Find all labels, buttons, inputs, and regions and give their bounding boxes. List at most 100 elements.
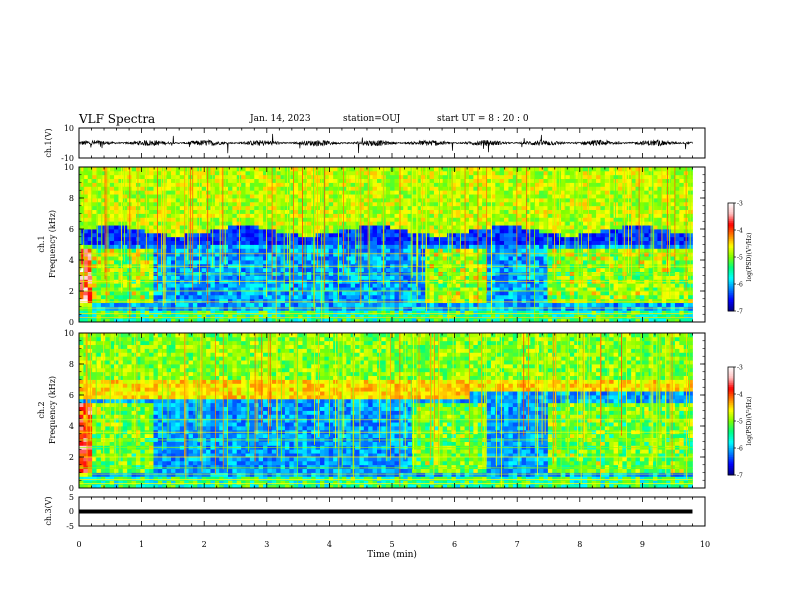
spectrogram-cell bbox=[582, 167, 588, 172]
spectrogram-cell bbox=[276, 244, 281, 249]
spectrogram-cell bbox=[324, 306, 330, 311]
spectrogram-cell bbox=[227, 314, 233, 319]
spectrogram-cell bbox=[122, 240, 128, 245]
spectrogram-cell bbox=[280, 178, 286, 183]
spectrogram-cell bbox=[184, 302, 189, 307]
spectrogram-cell bbox=[407, 209, 413, 214]
spectrogram-cell bbox=[92, 248, 97, 253]
spectrogram-cell bbox=[219, 217, 224, 222]
spectrogram-cell bbox=[219, 174, 224, 180]
spectrogram-cell bbox=[245, 232, 251, 238]
spectrogram-cell bbox=[556, 291, 562, 296]
spectrogram-cell bbox=[298, 298, 303, 304]
spectrogram-cell bbox=[447, 174, 452, 180]
spectrogram-cell bbox=[403, 260, 409, 265]
spectrogram-cell bbox=[460, 248, 466, 253]
spectrogram-cell bbox=[245, 198, 251, 203]
spectrogram-cell bbox=[363, 298, 369, 304]
spectrogram-cell bbox=[438, 267, 444, 273]
spectrogram-cell bbox=[504, 190, 509, 195]
spectrogram-cell bbox=[574, 318, 579, 322]
spectrogram-cell bbox=[530, 178, 536, 183]
spectrogram-cell bbox=[197, 294, 203, 300]
spectrogram-cell bbox=[368, 190, 373, 195]
spectrogram-cell bbox=[144, 217, 150, 222]
spectrogram-cell bbox=[433, 213, 439, 218]
spectrogram-cell bbox=[442, 314, 448, 319]
spectrogram-cell bbox=[109, 170, 115, 176]
spectrogram-cell bbox=[328, 260, 334, 265]
spectrogram-cell bbox=[420, 314, 426, 319]
spectrogram-cell bbox=[394, 170, 400, 176]
spectrogram-cell bbox=[271, 306, 277, 311]
spectrogram-cell bbox=[355, 213, 360, 218]
spectrogram-cell bbox=[504, 302, 509, 307]
spectrogram-cell bbox=[464, 256, 470, 261]
spectrogram-cell bbox=[188, 190, 194, 195]
spectrogram-cell bbox=[412, 240, 417, 245]
spectrogram-cell bbox=[429, 240, 435, 245]
spectrogram-cell bbox=[201, 170, 207, 176]
spectrogram-cell bbox=[604, 229, 610, 234]
spectrogram-cell bbox=[372, 318, 378, 322]
spectrogram-cell bbox=[416, 217, 422, 222]
spectrogram-cell bbox=[385, 236, 391, 242]
spectrogram-cell bbox=[179, 283, 185, 288]
spectrogram-cell bbox=[333, 306, 338, 311]
spectrogram-cell bbox=[122, 260, 128, 265]
spectrogram-cell bbox=[355, 267, 360, 273]
spectrogram-cell bbox=[473, 232, 479, 238]
spectrogram-cell bbox=[153, 225, 159, 230]
spectrogram-cell bbox=[236, 221, 242, 226]
spectrogram-cell bbox=[92, 240, 97, 245]
spectrogram-cell bbox=[92, 287, 97, 292]
spectrogram-cell bbox=[460, 252, 466, 257]
spectrogram-cell bbox=[135, 221, 141, 226]
spectrogram-cell bbox=[578, 229, 584, 234]
spectrogram-cell bbox=[337, 170, 343, 176]
spectrogram-cell bbox=[359, 318, 365, 322]
spectrogram-cell bbox=[486, 252, 492, 257]
spectrogram-cell bbox=[157, 244, 163, 249]
spectrogram-cell bbox=[306, 225, 312, 230]
spectrogram-cell bbox=[333, 174, 338, 180]
spectrogram-cell bbox=[455, 267, 461, 273]
spectrogram-cell bbox=[289, 267, 295, 273]
spectrogram-cell bbox=[394, 194, 400, 199]
spectrogram-cell bbox=[556, 314, 562, 319]
spectrogram-cell bbox=[263, 302, 268, 307]
spectrogram-cell bbox=[153, 240, 159, 245]
spectrogram-cell bbox=[429, 170, 435, 176]
spectrogram-cell bbox=[96, 283, 102, 288]
spectrogram-cell bbox=[495, 186, 501, 191]
spectrogram-cell bbox=[469, 182, 474, 187]
spectrogram-cell bbox=[188, 256, 194, 261]
spectrogram-cell bbox=[525, 178, 531, 183]
spectrogram-cell bbox=[490, 252, 496, 257]
spectrogram-cell bbox=[508, 275, 514, 280]
spectrogram-cell bbox=[390, 198, 395, 203]
spectrogram-cell bbox=[596, 186, 601, 191]
spectrogram-cell bbox=[236, 283, 242, 288]
spectrogram-cell bbox=[504, 232, 509, 238]
spectrogram-cell bbox=[508, 318, 514, 322]
spectrogram-cell bbox=[372, 283, 378, 288]
spectrogram-cell bbox=[376, 244, 382, 249]
spectrogram-cell bbox=[92, 194, 97, 199]
spectrogram-cell bbox=[83, 201, 89, 207]
spectrogram-cell bbox=[447, 178, 452, 183]
spectrogram-cell bbox=[144, 236, 150, 242]
spectrogram-cell bbox=[337, 248, 343, 253]
spectrogram-cell bbox=[425, 201, 430, 207]
spectrogram-cell bbox=[490, 294, 496, 300]
spectrogram-cell bbox=[403, 283, 409, 288]
spectrogram-cell bbox=[157, 298, 163, 304]
spectrogram-cell bbox=[547, 194, 553, 199]
spectrogram-cell bbox=[267, 318, 273, 322]
spectrogram-cell bbox=[355, 291, 360, 296]
spectrogram-cell bbox=[591, 213, 597, 218]
spectrogram-cell bbox=[359, 256, 365, 261]
spectrogram-cell bbox=[179, 244, 185, 249]
spectrogram-cell bbox=[328, 283, 334, 288]
spectrogram-cell bbox=[328, 291, 334, 296]
